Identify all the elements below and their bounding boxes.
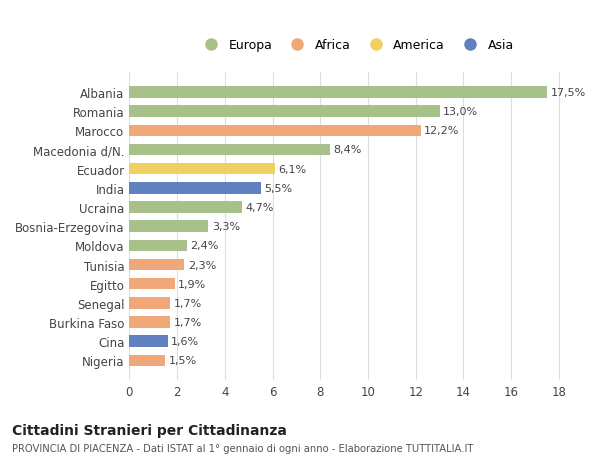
Text: 6,1%: 6,1% (278, 164, 307, 174)
Text: Cittadini Stranieri per Cittadinanza: Cittadini Stranieri per Cittadinanza (12, 423, 287, 437)
Text: 1,7%: 1,7% (173, 298, 202, 308)
Bar (130, 259, 184, 271)
Text: 8,4%: 8,4% (334, 145, 362, 155)
Text: 1,5%: 1,5% (169, 356, 197, 365)
Bar (130, 202, 242, 213)
Bar (130, 355, 165, 366)
Legend: Europa, Africa, America, Asia: Europa, Africa, America, Asia (199, 39, 514, 52)
Text: 2,3%: 2,3% (188, 260, 216, 270)
Bar (130, 87, 547, 99)
Bar (130, 145, 330, 156)
Text: 12,2%: 12,2% (424, 126, 460, 136)
Text: 2,4%: 2,4% (190, 241, 218, 251)
Bar (130, 221, 208, 232)
Bar (130, 125, 421, 137)
Text: 13,0%: 13,0% (443, 107, 478, 117)
Text: 1,7%: 1,7% (173, 317, 202, 327)
Bar (130, 336, 167, 347)
Text: 17,5%: 17,5% (551, 88, 586, 98)
Text: 5,5%: 5,5% (264, 184, 292, 193)
Bar (130, 183, 260, 194)
Text: 3,3%: 3,3% (212, 222, 240, 232)
Bar (130, 240, 187, 252)
Text: 1,9%: 1,9% (178, 279, 206, 289)
Text: 4,7%: 4,7% (245, 202, 274, 213)
Text: PROVINCIA DI PIACENZA - Dati ISTAT al 1° gennaio di ogni anno - Elaborazione TUT: PROVINCIA DI PIACENZA - Dati ISTAT al 1°… (12, 443, 473, 453)
Text: 1,6%: 1,6% (171, 336, 199, 347)
Bar (130, 317, 170, 328)
Bar (130, 297, 170, 309)
Bar (130, 278, 175, 290)
Bar (130, 163, 275, 175)
Bar (130, 106, 440, 118)
